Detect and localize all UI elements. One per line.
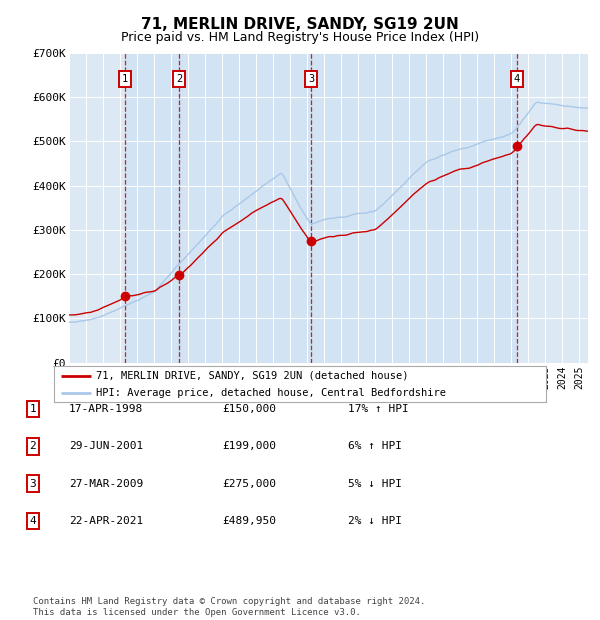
Text: 17% ↑ HPI: 17% ↑ HPI (348, 404, 409, 414)
Text: £150,000: £150,000 (222, 404, 276, 414)
Text: 4: 4 (29, 516, 37, 526)
Text: 5% ↓ HPI: 5% ↓ HPI (348, 479, 402, 489)
Text: 6% ↑ HPI: 6% ↑ HPI (348, 441, 402, 451)
Text: 27-MAR-2009: 27-MAR-2009 (69, 479, 143, 489)
Text: 29-JUN-2001: 29-JUN-2001 (69, 441, 143, 451)
Text: 2% ↓ HPI: 2% ↓ HPI (348, 516, 402, 526)
Text: 71, MERLIN DRIVE, SANDY, SG19 2UN: 71, MERLIN DRIVE, SANDY, SG19 2UN (141, 17, 459, 32)
Bar (125, 53, 179, 363)
Text: 1: 1 (29, 404, 37, 414)
Text: 2: 2 (176, 74, 182, 84)
Text: 2: 2 (29, 441, 37, 451)
Text: £489,950: £489,950 (222, 516, 276, 526)
Text: 17-APR-1998: 17-APR-1998 (69, 404, 143, 414)
Text: HPI: Average price, detached house, Central Bedfordshire: HPI: Average price, detached house, Cent… (96, 388, 446, 398)
Text: £275,000: £275,000 (222, 479, 276, 489)
Text: 3: 3 (29, 479, 37, 489)
Text: £199,000: £199,000 (222, 441, 276, 451)
Text: Contains HM Land Registry data © Crown copyright and database right 2024.
This d: Contains HM Land Registry data © Crown c… (33, 598, 425, 617)
Text: 3: 3 (308, 74, 314, 84)
Text: 4: 4 (514, 74, 520, 84)
Text: 71, MERLIN DRIVE, SANDY, SG19 2UN (detached house): 71, MERLIN DRIVE, SANDY, SG19 2UN (detac… (96, 371, 409, 381)
Text: 1: 1 (122, 74, 128, 84)
Bar (179, 53, 311, 363)
Text: 22-APR-2021: 22-APR-2021 (69, 516, 143, 526)
Text: Price paid vs. HM Land Registry's House Price Index (HPI): Price paid vs. HM Land Registry's House … (121, 31, 479, 44)
Bar (311, 53, 517, 363)
